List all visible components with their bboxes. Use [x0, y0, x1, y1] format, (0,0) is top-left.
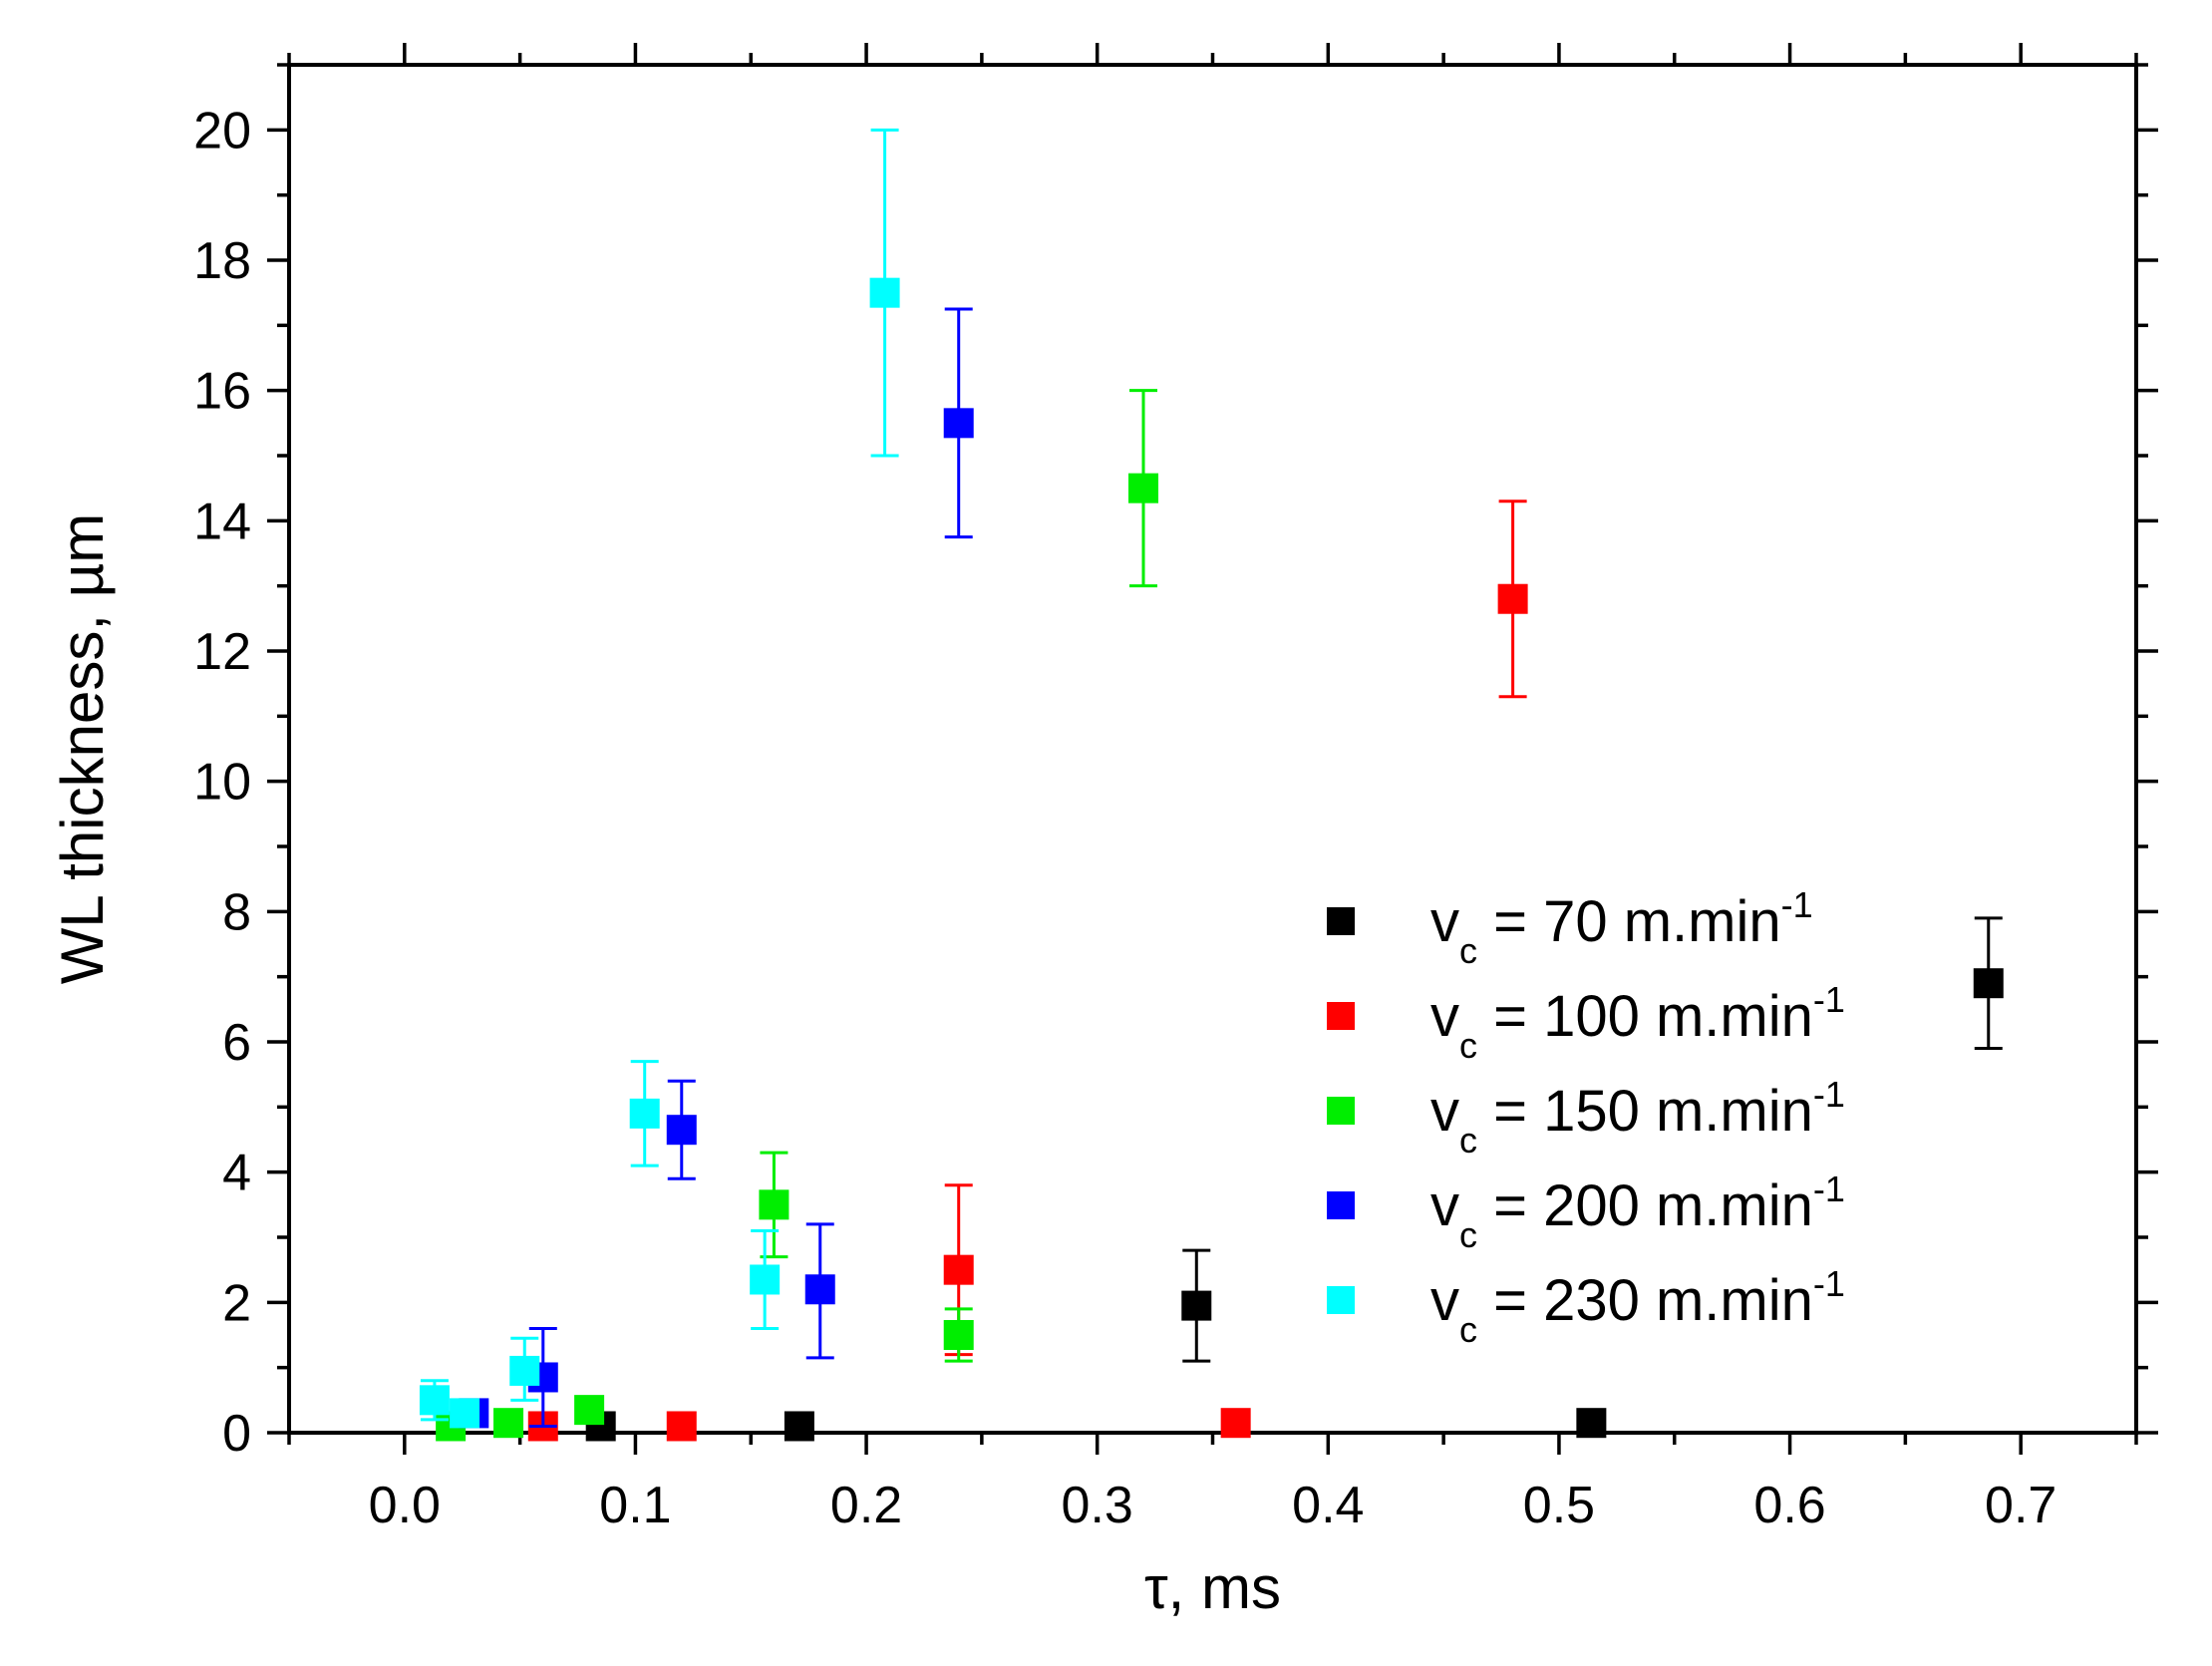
legend-subscript: c	[1459, 1309, 1477, 1350]
legend-superscript: -1	[1781, 884, 1813, 925]
data-point	[666, 1115, 697, 1146]
data-point	[784, 1411, 814, 1442]
legend-v: v	[1430, 1173, 1459, 1238]
legend-entry: vc = 70 m.min-1	[1430, 884, 1813, 971]
y-tick-label: 6	[222, 1014, 251, 1072]
legend-v: v	[1430, 1268, 1459, 1333]
ticks-layer: 0.0 0.1 0.2 0.3 0.4 0.5 0.6 0.7 0 2 4 6 8 10 12 14 16 18 2…	[193, 43, 2158, 1534]
legend-subscript: c	[1459, 1214, 1477, 1255]
data-point	[419, 1385, 450, 1416]
data-point	[574, 1395, 605, 1426]
y-tick-label: 4	[222, 1145, 251, 1202]
data-point	[629, 1098, 660, 1129]
data-point	[1576, 1408, 1607, 1439]
legend-v: v	[1430, 889, 1459, 954]
series-0	[585, 916, 2004, 1442]
data-point	[1973, 968, 2004, 999]
legend-label: = 70 m.min	[1477, 889, 1781, 954]
data-point	[804, 1274, 835, 1305]
data-point	[1128, 473, 1159, 503]
legend-label: = 150 m.min	[1477, 1079, 1813, 1144]
data-point	[509, 1355, 540, 1386]
legend-v: v	[1430, 984, 1459, 1049]
data-point	[1220, 1408, 1251, 1439]
legend-label: = 200 m.min	[1477, 1173, 1813, 1238]
data-point	[943, 1254, 974, 1285]
data-point	[869, 277, 900, 308]
x-tick-label: 0.5	[1523, 1477, 1595, 1534]
y-tick-label: 10	[193, 754, 251, 812]
legend-entry: vc = 200 m.min-1	[1430, 1168, 1845, 1255]
legend-marker	[1327, 1286, 1355, 1314]
legend-marker	[1327, 1191, 1355, 1219]
data-point	[943, 1320, 974, 1350]
x-tick-label: 0.1	[599, 1477, 671, 1534]
x-tick-label: 0.0	[369, 1477, 441, 1534]
x-tick-label: 0.4	[1292, 1477, 1364, 1534]
legend: vc = 70 m.min-1vc = 100 m.min-1vc = 150 …	[1327, 884, 1845, 1350]
legend-subscript: c	[1459, 930, 1477, 971]
data-point	[750, 1264, 781, 1295]
legend-marker	[1327, 907, 1355, 935]
legend-subscript: c	[1459, 1120, 1477, 1161]
y-axis-title: WL thickness, µm	[49, 513, 116, 984]
y-tick-label: 0	[222, 1405, 251, 1463]
series-4	[419, 128, 900, 1429]
data-point	[759, 1189, 790, 1220]
data-point	[450, 1398, 480, 1429]
x-tick-label: 0.2	[830, 1477, 902, 1534]
x-tick-label: 0.6	[1753, 1477, 1825, 1534]
y-tick-label: 8	[222, 883, 251, 941]
data-layer	[419, 128, 2004, 1442]
data-point	[943, 408, 974, 439]
legend-marker	[1327, 1097, 1355, 1125]
y-tick-label: 12	[193, 623, 251, 681]
data-point	[1181, 1290, 1212, 1321]
y-tick-label: 2	[222, 1274, 251, 1332]
legend-entry: vc = 150 m.min-1	[1430, 1074, 1845, 1161]
data-point	[493, 1408, 524, 1439]
legend-marker	[1327, 1002, 1355, 1030]
legend-label: = 230 m.min	[1477, 1268, 1813, 1333]
series-1	[527, 500, 1528, 1442]
legend-entry: vc = 230 m.min-1	[1430, 1263, 1845, 1350]
legend-subscript: c	[1459, 1025, 1477, 1066]
legend-superscript: -1	[1813, 979, 1845, 1020]
legend-superscript: -1	[1813, 1263, 1845, 1304]
legend-entry: vc = 100 m.min-1	[1430, 979, 1845, 1066]
x-tick-label: 0.3	[1062, 1477, 1133, 1534]
legend-v: v	[1430, 1079, 1459, 1144]
y-tick-label: 18	[193, 232, 251, 290]
data-point	[666, 1411, 697, 1442]
x-axis-title: τ, ms	[1144, 1554, 1281, 1621]
data-point	[1497, 583, 1528, 614]
y-tick-label: 16	[193, 363, 251, 421]
x-tick-label: 0.7	[1985, 1477, 2056, 1534]
legend-superscript: -1	[1813, 1074, 1845, 1115]
legend-superscript: -1	[1813, 1168, 1845, 1209]
y-tick-label: 20	[193, 102, 251, 160]
series-2	[436, 389, 1159, 1442]
y-tick-label: 14	[193, 493, 251, 550]
legend-label: = 100 m.min	[1477, 984, 1813, 1049]
